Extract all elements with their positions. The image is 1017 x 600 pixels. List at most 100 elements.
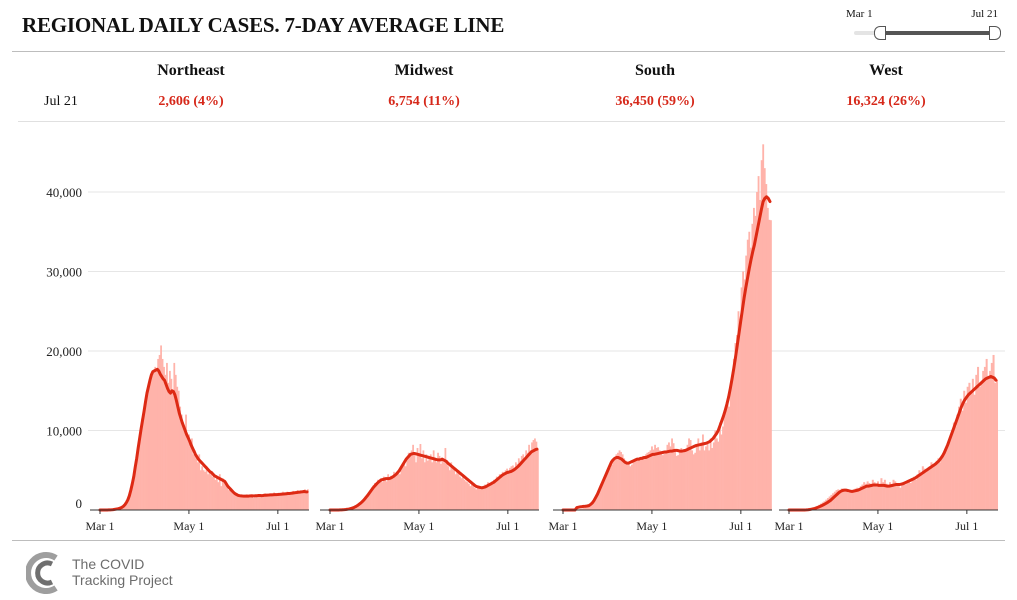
bar-west: [835, 490, 838, 511]
bar-midwest: [419, 444, 422, 510]
bar-south: [627, 463, 630, 510]
bar-west: [890, 484, 893, 510]
bar-northeast: [230, 492, 233, 510]
bar-south: [649, 450, 652, 511]
bar-south: [685, 450, 687, 511]
bar-south: [637, 459, 639, 510]
bar-west: [885, 483, 888, 510]
bar-west: [952, 422, 955, 510]
bar-south: [748, 231, 751, 510]
bar-west: [982, 370, 985, 511]
bar-northeast: [208, 470, 211, 510]
bar-midwest: [374, 482, 376, 510]
bar-west: [990, 362, 993, 510]
bar-midwest: [381, 482, 384, 511]
bar-northeast: [252, 498, 255, 510]
bar-midwest: [426, 460, 429, 510]
bar-northeast: [189, 446, 192, 510]
bar-midwest: [481, 487, 483, 510]
date-range-slider[interactable]: Mar 1 Jul 21: [846, 6, 1002, 44]
bar-midwest: [525, 450, 528, 511]
bar-west: [868, 482, 871, 510]
bar-northeast: [248, 497, 251, 510]
bar-northeast: [171, 390, 174, 510]
bar-south: [590, 503, 593, 510]
bar-midwest: [421, 458, 423, 510]
bar-northeast: [146, 390, 149, 510]
bar-south: [709, 438, 712, 510]
bar-midwest: [454, 474, 457, 510]
bar-south: [671, 438, 673, 510]
bar-northeast: [204, 471, 206, 510]
bar-south: [678, 451, 681, 510]
bar-west: [921, 466, 924, 510]
slider-end-handle[interactable]: [989, 26, 1001, 40]
bar-northeast: [166, 362, 168, 510]
bar-west: [942, 454, 945, 510]
bar-west: [901, 485, 904, 511]
bar-south: [754, 215, 757, 510]
bar-midwest: [423, 462, 426, 510]
bar-northeast: [286, 491, 289, 510]
bar-northeast: [120, 508, 123, 510]
bar-south: [768, 219, 771, 510]
bar-northeast: [271, 494, 274, 510]
bar-south: [691, 450, 694, 511]
bar-south: [765, 184, 768, 511]
bar-west: [897, 486, 900, 510]
bar-west: [833, 491, 836, 510]
bar-midwest: [369, 490, 372, 511]
bar-south: [652, 449, 655, 510]
bar-midwest: [416, 447, 419, 510]
region-name-west: West: [869, 62, 903, 79]
bar-midwest: [506, 468, 508, 510]
bar-northeast: [169, 370, 171, 511]
bar-west: [887, 486, 890, 510]
bar-midwest: [528, 444, 530, 510]
bar-northeast: [155, 370, 158, 511]
bar-south: [683, 449, 686, 510]
bar-midwest: [463, 479, 466, 510]
slider-start-label: Mar 1: [846, 8, 873, 20]
bar-south: [632, 462, 635, 510]
bar-south: [722, 426, 724, 510]
bar-midwest: [478, 486, 481, 510]
bar-midwest: [450, 462, 453, 510]
bar-south: [697, 438, 700, 510]
bar-south: [720, 434, 723, 511]
bar-west: [994, 382, 997, 510]
bar-midwest: [376, 479, 379, 510]
bar-midwest: [400, 468, 403, 510]
bar-northeast: [224, 482, 227, 511]
bar-northeast: [122, 507, 124, 511]
bar-west: [983, 366, 986, 510]
bar-midwest: [425, 454, 428, 510]
bar-northeast: [183, 426, 186, 510]
bar-south: [743, 279, 746, 510]
bar-south: [579, 508, 582, 510]
bar-west: [828, 496, 831, 511]
bar-northeast: [258, 495, 261, 510]
bar-west: [892, 479, 895, 510]
bar-south: [725, 406, 728, 510]
bar-midwest: [440, 463, 442, 510]
summary-divider: [18, 121, 1005, 122]
bar-northeast: [132, 482, 135, 511]
bar-midwest: [363, 498, 366, 510]
bar-west: [954, 426, 957, 510]
bar-northeast: [220, 486, 223, 510]
bar-west: [844, 489, 847, 510]
bar-northeast: [238, 496, 240, 511]
bar-northeast: [201, 466, 204, 510]
bar-south: [740, 287, 743, 510]
bar-northeast: [277, 494, 280, 510]
bar-south: [604, 475, 607, 510]
bar-midwest: [432, 450, 435, 511]
bar-west: [914, 479, 917, 510]
bar-south: [759, 199, 762, 510]
bar-west: [847, 492, 850, 510]
bar-west: [963, 390, 966, 510]
bar-south: [610, 464, 613, 511]
slider-start-handle[interactable]: [874, 26, 886, 40]
bar-midwest: [456, 471, 459, 510]
